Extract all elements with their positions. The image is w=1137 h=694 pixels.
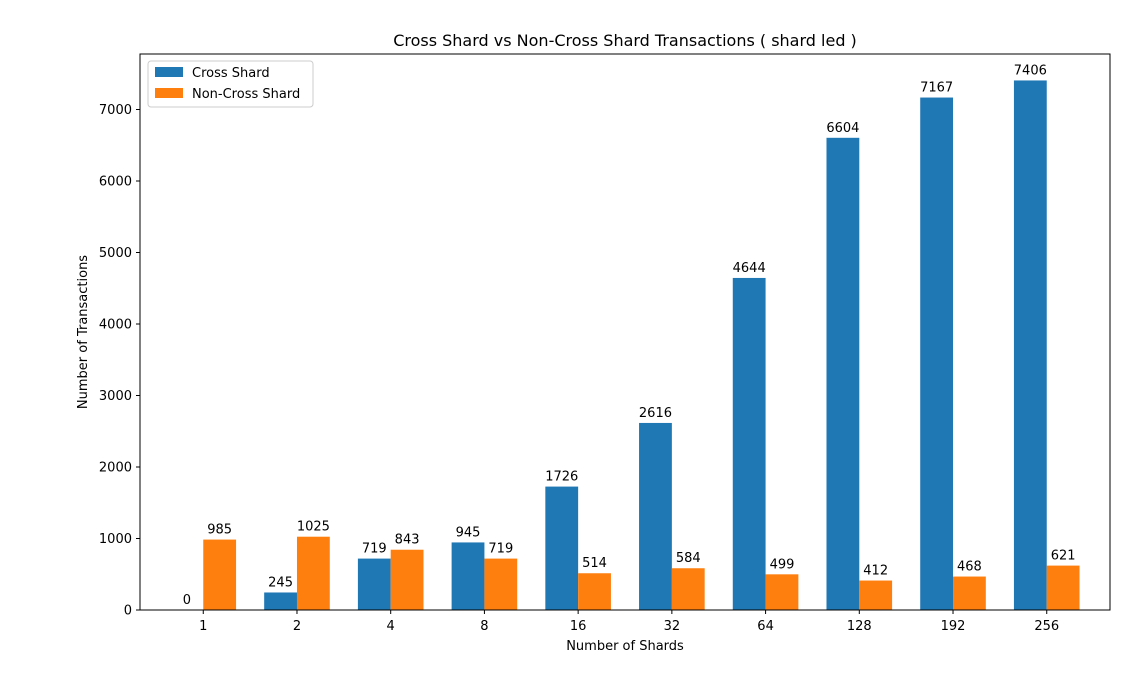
bar-value-label: 1025 bbox=[297, 520, 330, 535]
x-tick-label: 32 bbox=[664, 619, 681, 634]
bar-value-label: 7167 bbox=[920, 81, 953, 96]
bar-value-label: 7406 bbox=[1014, 63, 1047, 78]
bar-cross-shard-2 bbox=[264, 592, 297, 610]
bar-value-label: 468 bbox=[957, 560, 982, 575]
x-tick-label: 128 bbox=[847, 619, 872, 634]
bar-non-cross-shard-4 bbox=[390, 549, 424, 610]
bar-non-cross-shard-192 bbox=[953, 576, 986, 610]
bar-value-label: 2616 bbox=[639, 406, 672, 421]
bar-value-label: 1726 bbox=[545, 470, 578, 485]
legend-swatch bbox=[155, 67, 183, 77]
bar-non-cross-shard-2 bbox=[296, 536, 330, 610]
x-tick-label: 1 bbox=[199, 619, 207, 634]
bar-value-label: 499 bbox=[770, 557, 795, 572]
x-tick-label: 16 bbox=[570, 619, 587, 634]
legend-swatch bbox=[155, 88, 183, 98]
bar-value-label: 514 bbox=[582, 556, 607, 571]
bar-non-cross-shard-32 bbox=[671, 568, 705, 610]
bar-value-label: 412 bbox=[863, 564, 888, 579]
y-axis-label: Number of Transactions bbox=[76, 255, 91, 409]
bar-value-label: 4644 bbox=[733, 261, 766, 276]
y-tick-label: 7000 bbox=[99, 103, 132, 118]
bar-cross-shard-256 bbox=[1013, 80, 1047, 611]
bar-non-cross-shard-16 bbox=[578, 573, 611, 610]
bar-non-cross-shard-8 bbox=[484, 558, 518, 610]
bar-cross-shard-32 bbox=[639, 422, 672, 610]
y-tick-label: 3000 bbox=[99, 389, 132, 404]
bar-value-label: 584 bbox=[676, 551, 701, 566]
y-axis: 0 1000 2000 3000 4000 5000 6000 7000 bbox=[99, 103, 140, 619]
legend-label: Cross Shard bbox=[192, 66, 270, 81]
y-tick-label: 1000 bbox=[99, 532, 132, 547]
x-tick-label: 8 bbox=[480, 619, 488, 634]
y-tick-label: 0 bbox=[124, 604, 132, 619]
bars-layer bbox=[203, 80, 1080, 611]
y-tick-label: 5000 bbox=[99, 246, 132, 261]
bar-cross-shard-8 bbox=[451, 542, 485, 610]
bar-value-label: 0 bbox=[183, 593, 191, 608]
bar-cross-shard-64 bbox=[732, 277, 766, 610]
x-tick-label: 2 bbox=[293, 619, 301, 634]
x-tick-label: 192 bbox=[941, 619, 966, 634]
bar-non-cross-shard-256 bbox=[1046, 565, 1080, 610]
bar-cross-shard-16 bbox=[545, 486, 579, 610]
bar-non-cross-shard-128 bbox=[859, 580, 893, 610]
bar-non-cross-shard-64 bbox=[765, 574, 799, 610]
bar-value-label: 719 bbox=[488, 542, 513, 557]
x-tick-label: 64 bbox=[757, 619, 774, 634]
plot-frame bbox=[139, 53, 1111, 611]
x-axis-label: Number of Shards bbox=[566, 639, 684, 654]
bar-value-label: 843 bbox=[395, 533, 420, 548]
bar-value-label: 6604 bbox=[826, 121, 859, 136]
bar-non-cross-shard-1 bbox=[203, 539, 237, 610]
x-tick-label: 4 bbox=[387, 619, 395, 634]
bar-cross-shard-128 bbox=[826, 137, 860, 610]
y-tick-label: 6000 bbox=[99, 174, 132, 189]
bar-value-label: 945 bbox=[456, 525, 481, 540]
bar-cross-shard-192 bbox=[920, 97, 954, 611]
bar-value-label: 719 bbox=[362, 542, 387, 557]
x-axis: 1 2 4 8 16 32 64 128 192 256 bbox=[199, 610, 1059, 634]
bar-cross-shard-4 bbox=[357, 558, 391, 610]
bar-value-label: 621 bbox=[1051, 549, 1076, 564]
bar-value-label: 985 bbox=[207, 523, 232, 538]
legend: Cross Shard Non-Cross Shard bbox=[147, 60, 314, 108]
bar-labels-layer: 0 245 719 945 1726 2616 4644 6604 7167 7406 985 102… bbox=[183, 63, 1076, 608]
y-tick-label: 4000 bbox=[99, 317, 132, 332]
y-tick-label: 2000 bbox=[99, 460, 132, 475]
legend-box bbox=[147, 60, 314, 108]
x-tick-label: 256 bbox=[1034, 619, 1059, 634]
bar-value-label: 245 bbox=[268, 575, 293, 590]
legend-label: Non-Cross Shard bbox=[192, 87, 300, 102]
chart-title: Cross Shard vs Non-Cross Shard Transacti… bbox=[393, 31, 857, 50]
